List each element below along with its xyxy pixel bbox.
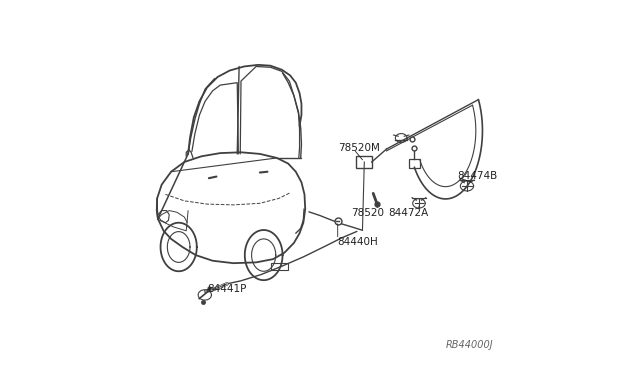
FancyBboxPatch shape (356, 156, 372, 168)
Text: 84440H: 84440H (338, 237, 378, 247)
FancyBboxPatch shape (409, 159, 420, 168)
Text: 84474B: 84474B (458, 171, 498, 181)
Text: 84472A: 84472A (388, 208, 429, 218)
FancyBboxPatch shape (271, 263, 288, 270)
Text: 84441P: 84441P (207, 284, 247, 294)
Text: 78520M: 78520M (338, 142, 380, 153)
Text: 78520: 78520 (351, 208, 385, 218)
Text: RB44000J: RB44000J (446, 340, 493, 350)
